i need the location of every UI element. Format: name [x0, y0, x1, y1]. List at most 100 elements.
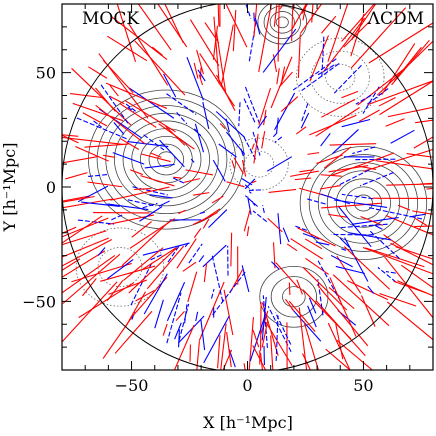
- contour-line: [344, 186, 382, 220]
- vector-blue: [271, 261, 280, 270]
- vector-red: [332, 152, 395, 176]
- contour-line: [157, 151, 176, 168]
- vector-red: [280, 96, 299, 112]
- vector-blue: [340, 223, 388, 229]
- contour-line: [317, 162, 410, 244]
- vector-blue: [143, 134, 165, 151]
- vector-red: [385, 118, 405, 127]
- vector-blue: [130, 261, 154, 306]
- vector-blue: [178, 303, 190, 341]
- vector-red: [119, 102, 157, 128]
- vector-red: [413, 136, 433, 149]
- vector-red: [193, 62, 199, 79]
- vector-blue: [238, 102, 241, 127]
- vector-red: [321, 98, 356, 118]
- vector-blue: [243, 98, 256, 123]
- vector-red: [226, 331, 232, 368]
- vector-red: [62, 250, 106, 278]
- vector-red: [360, 216, 383, 226]
- vector-red: [412, 210, 433, 215]
- vector-blue: [307, 305, 317, 328]
- vector-red: [289, 170, 319, 177]
- vector-blue: [127, 106, 135, 113]
- vector-red: [332, 274, 390, 327]
- vector-red: [263, 109, 267, 126]
- vector-blue: [301, 63, 340, 92]
- vector-blue: [243, 136, 257, 160]
- vector-blue: [144, 163, 175, 169]
- vector-red: [137, 4, 172, 51]
- vector-red: [279, 4, 285, 10]
- vector-red: [299, 4, 323, 34]
- vector-red: [302, 289, 352, 340]
- vector-red: [267, 217, 283, 233]
- vector-blue: [142, 202, 158, 209]
- vector-blue: [202, 101, 210, 130]
- vector-red: [116, 4, 137, 62]
- vector-red: [129, 169, 144, 176]
- vector-red: [288, 300, 316, 332]
- vector-blue: [199, 210, 208, 214]
- x-tick-label: 0: [242, 376, 252, 395]
- vector-red: [110, 186, 170, 201]
- vector-blue: [195, 311, 199, 322]
- contour-line: [263, 5, 301, 39]
- vector-red: [394, 46, 422, 82]
- vector-blue: [107, 203, 149, 211]
- vector-red: [62, 226, 77, 234]
- vector-red: [383, 234, 403, 249]
- vector-red: [62, 156, 98, 164]
- vector-blue: [331, 233, 374, 236]
- vector-red: [248, 317, 254, 370]
- vector-blue: [317, 279, 324, 316]
- vector-red: [62, 195, 95, 203]
- contour-line: [257, 4, 308, 45]
- y-tick-label: 0: [46, 178, 56, 197]
- vector-red: [295, 126, 307, 135]
- vector-blue: [291, 308, 322, 342]
- vector-red: [286, 243, 298, 252]
- vector-blue: [339, 237, 350, 248]
- vector-blue: [316, 64, 335, 76]
- vector-red: [196, 341, 200, 370]
- vector-blue: [272, 132, 278, 138]
- x-tick-label: 50: [353, 376, 373, 395]
- vector-red: [327, 322, 351, 370]
- vector-blue: [308, 297, 317, 314]
- vector-blue: [190, 158, 195, 163]
- vector-red: [258, 4, 272, 73]
- vector-red: [419, 182, 433, 185]
- vector-red: [290, 238, 324, 260]
- vector-red: [62, 258, 81, 271]
- vector-red: [78, 282, 134, 319]
- vector-blue: [339, 247, 347, 251]
- vector-blue: [131, 311, 136, 320]
- vector-blue: [93, 120, 103, 128]
- vector-red: [70, 92, 105, 99]
- vector-blue: [377, 266, 397, 283]
- vector-red: [350, 7, 407, 69]
- vector-red: [297, 34, 301, 79]
- vector-red: [151, 46, 164, 56]
- vector-red: [140, 175, 175, 187]
- vector-blue: [218, 143, 237, 158]
- contour-line: [75, 227, 165, 307]
- vector-red: [309, 35, 329, 82]
- vector-blue: [154, 299, 164, 329]
- vector-red: [243, 363, 246, 370]
- vector-blue: [302, 232, 320, 240]
- vector-red: [202, 218, 210, 229]
- vector-red: [198, 74, 204, 86]
- vector-red: [120, 138, 140, 150]
- vector-blue: [253, 12, 255, 22]
- vector-red: [328, 287, 355, 310]
- vector-blue: [300, 112, 310, 129]
- vector-blue: [142, 242, 190, 256]
- vector-red: [193, 228, 202, 238]
- vector-red: [315, 107, 360, 137]
- contour-line: [269, 11, 295, 34]
- vector-blue: [172, 177, 185, 184]
- vector-red: [253, 4, 258, 37]
- vector-red: [387, 106, 433, 118]
- vector-blue: [197, 69, 206, 82]
